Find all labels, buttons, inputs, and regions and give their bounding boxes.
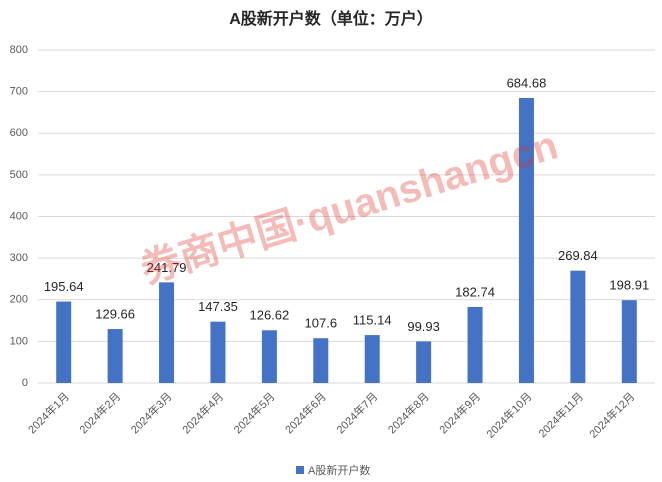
y-tick-label: 100 (10, 335, 28, 347)
data-label: 126.62 (249, 308, 289, 323)
bar (159, 282, 175, 383)
bar (621, 300, 637, 383)
legend-swatch (296, 466, 304, 474)
data-label: 684.68 (507, 75, 547, 90)
y-tick-label: 800 (10, 44, 28, 56)
data-label: 195.64 (44, 279, 84, 294)
y-tick-label: 600 (10, 127, 28, 139)
y-tick-label: 400 (10, 210, 28, 222)
data-label: 269.84 (558, 248, 598, 263)
bar (56, 301, 72, 383)
data-label: 115.14 (353, 313, 392, 328)
y-tick-label: 200 (10, 294, 28, 306)
data-label: 147.35 (198, 299, 238, 314)
data-label: 198.91 (609, 278, 649, 293)
legend-label: A股新开户数 (308, 463, 370, 477)
y-tick-label: 500 (10, 169, 28, 181)
chart-title: A股新开户数（单位：万户） (229, 9, 433, 28)
y-tick-label: 0 (22, 377, 28, 389)
data-label: 99.93 (407, 319, 440, 334)
bar (261, 330, 277, 383)
data-label: 107.6 (305, 316, 338, 331)
bar (313, 338, 329, 383)
y-tick-label: 300 (10, 252, 28, 264)
bar (416, 341, 432, 383)
bar (210, 321, 226, 383)
data-label: 241.79 (147, 260, 187, 275)
bar (518, 98, 534, 383)
bar (570, 270, 586, 383)
y-tick-label: 700 (10, 86, 28, 98)
data-label: 182.74 (455, 284, 495, 299)
bar (467, 306, 483, 383)
bar (107, 329, 123, 383)
data-label: 129.66 (95, 306, 135, 321)
bar (364, 335, 380, 383)
